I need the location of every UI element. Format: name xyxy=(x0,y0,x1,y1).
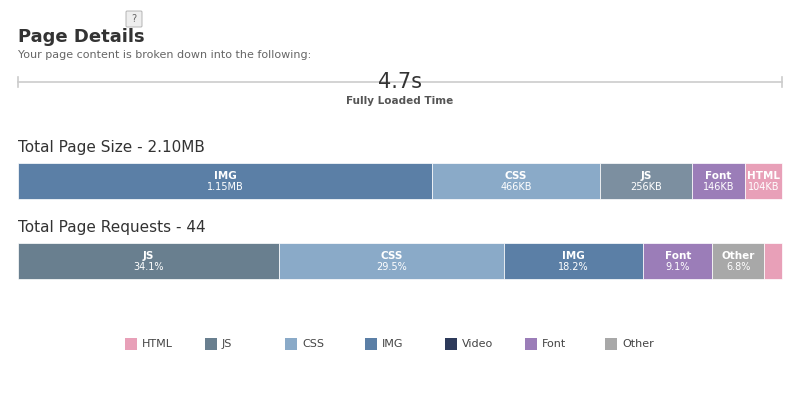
Text: Total Page Requests - 44: Total Page Requests - 44 xyxy=(18,220,206,235)
Bar xyxy=(205,338,217,350)
Text: CSS: CSS xyxy=(302,339,324,349)
Bar xyxy=(713,243,765,279)
Bar xyxy=(285,338,297,350)
Text: Your page content is broken down into the following:: Your page content is broken down into th… xyxy=(18,50,311,60)
Bar xyxy=(445,338,457,350)
Bar xyxy=(765,243,782,279)
Text: Other: Other xyxy=(622,339,654,349)
Text: Video: Video xyxy=(462,339,494,349)
Bar xyxy=(18,163,432,199)
Text: 104KB: 104KB xyxy=(747,182,779,192)
Bar xyxy=(600,163,692,199)
Text: IMG: IMG xyxy=(382,339,403,349)
Text: 9.1%: 9.1% xyxy=(666,262,690,272)
Text: 466KB: 466KB xyxy=(500,182,532,192)
Bar xyxy=(692,163,745,199)
Bar xyxy=(432,163,600,199)
Bar xyxy=(745,163,782,199)
Text: IMG: IMG xyxy=(214,171,236,181)
FancyBboxPatch shape xyxy=(126,11,142,27)
Text: Other: Other xyxy=(722,251,755,261)
Text: Total Page Size - 2.10MB: Total Page Size - 2.10MB xyxy=(18,140,205,155)
Bar xyxy=(643,243,713,279)
Text: IMG: IMG xyxy=(562,251,585,261)
Text: Font: Font xyxy=(705,171,731,181)
Text: 18.2%: 18.2% xyxy=(558,262,589,272)
Text: JS: JS xyxy=(222,339,232,349)
Text: CSS: CSS xyxy=(505,171,527,181)
Text: Font: Font xyxy=(542,339,566,349)
Text: 29.5%: 29.5% xyxy=(376,262,406,272)
Bar xyxy=(525,338,537,350)
Text: 256KB: 256KB xyxy=(630,182,662,192)
Text: HTML: HTML xyxy=(746,171,780,181)
Text: 146KB: 146KB xyxy=(702,182,734,192)
Bar xyxy=(278,243,504,279)
Text: 34.1%: 34.1% xyxy=(133,262,163,272)
Text: HTML: HTML xyxy=(142,339,173,349)
Text: CSS: CSS xyxy=(380,251,402,261)
Text: JS: JS xyxy=(142,251,154,261)
Bar xyxy=(125,338,137,350)
Bar xyxy=(605,338,617,350)
Text: Fully Loaded Time: Fully Loaded Time xyxy=(346,96,454,106)
Bar xyxy=(365,338,377,350)
Text: Font: Font xyxy=(665,251,691,261)
Text: 6.8%: 6.8% xyxy=(726,262,750,272)
Text: 4.7s: 4.7s xyxy=(378,72,422,92)
Text: ?: ? xyxy=(131,14,137,24)
Text: 1.15MB: 1.15MB xyxy=(206,182,243,192)
Bar xyxy=(18,243,278,279)
Text: Page Details: Page Details xyxy=(18,28,145,46)
Text: JS: JS xyxy=(640,171,651,181)
Bar xyxy=(504,243,643,279)
